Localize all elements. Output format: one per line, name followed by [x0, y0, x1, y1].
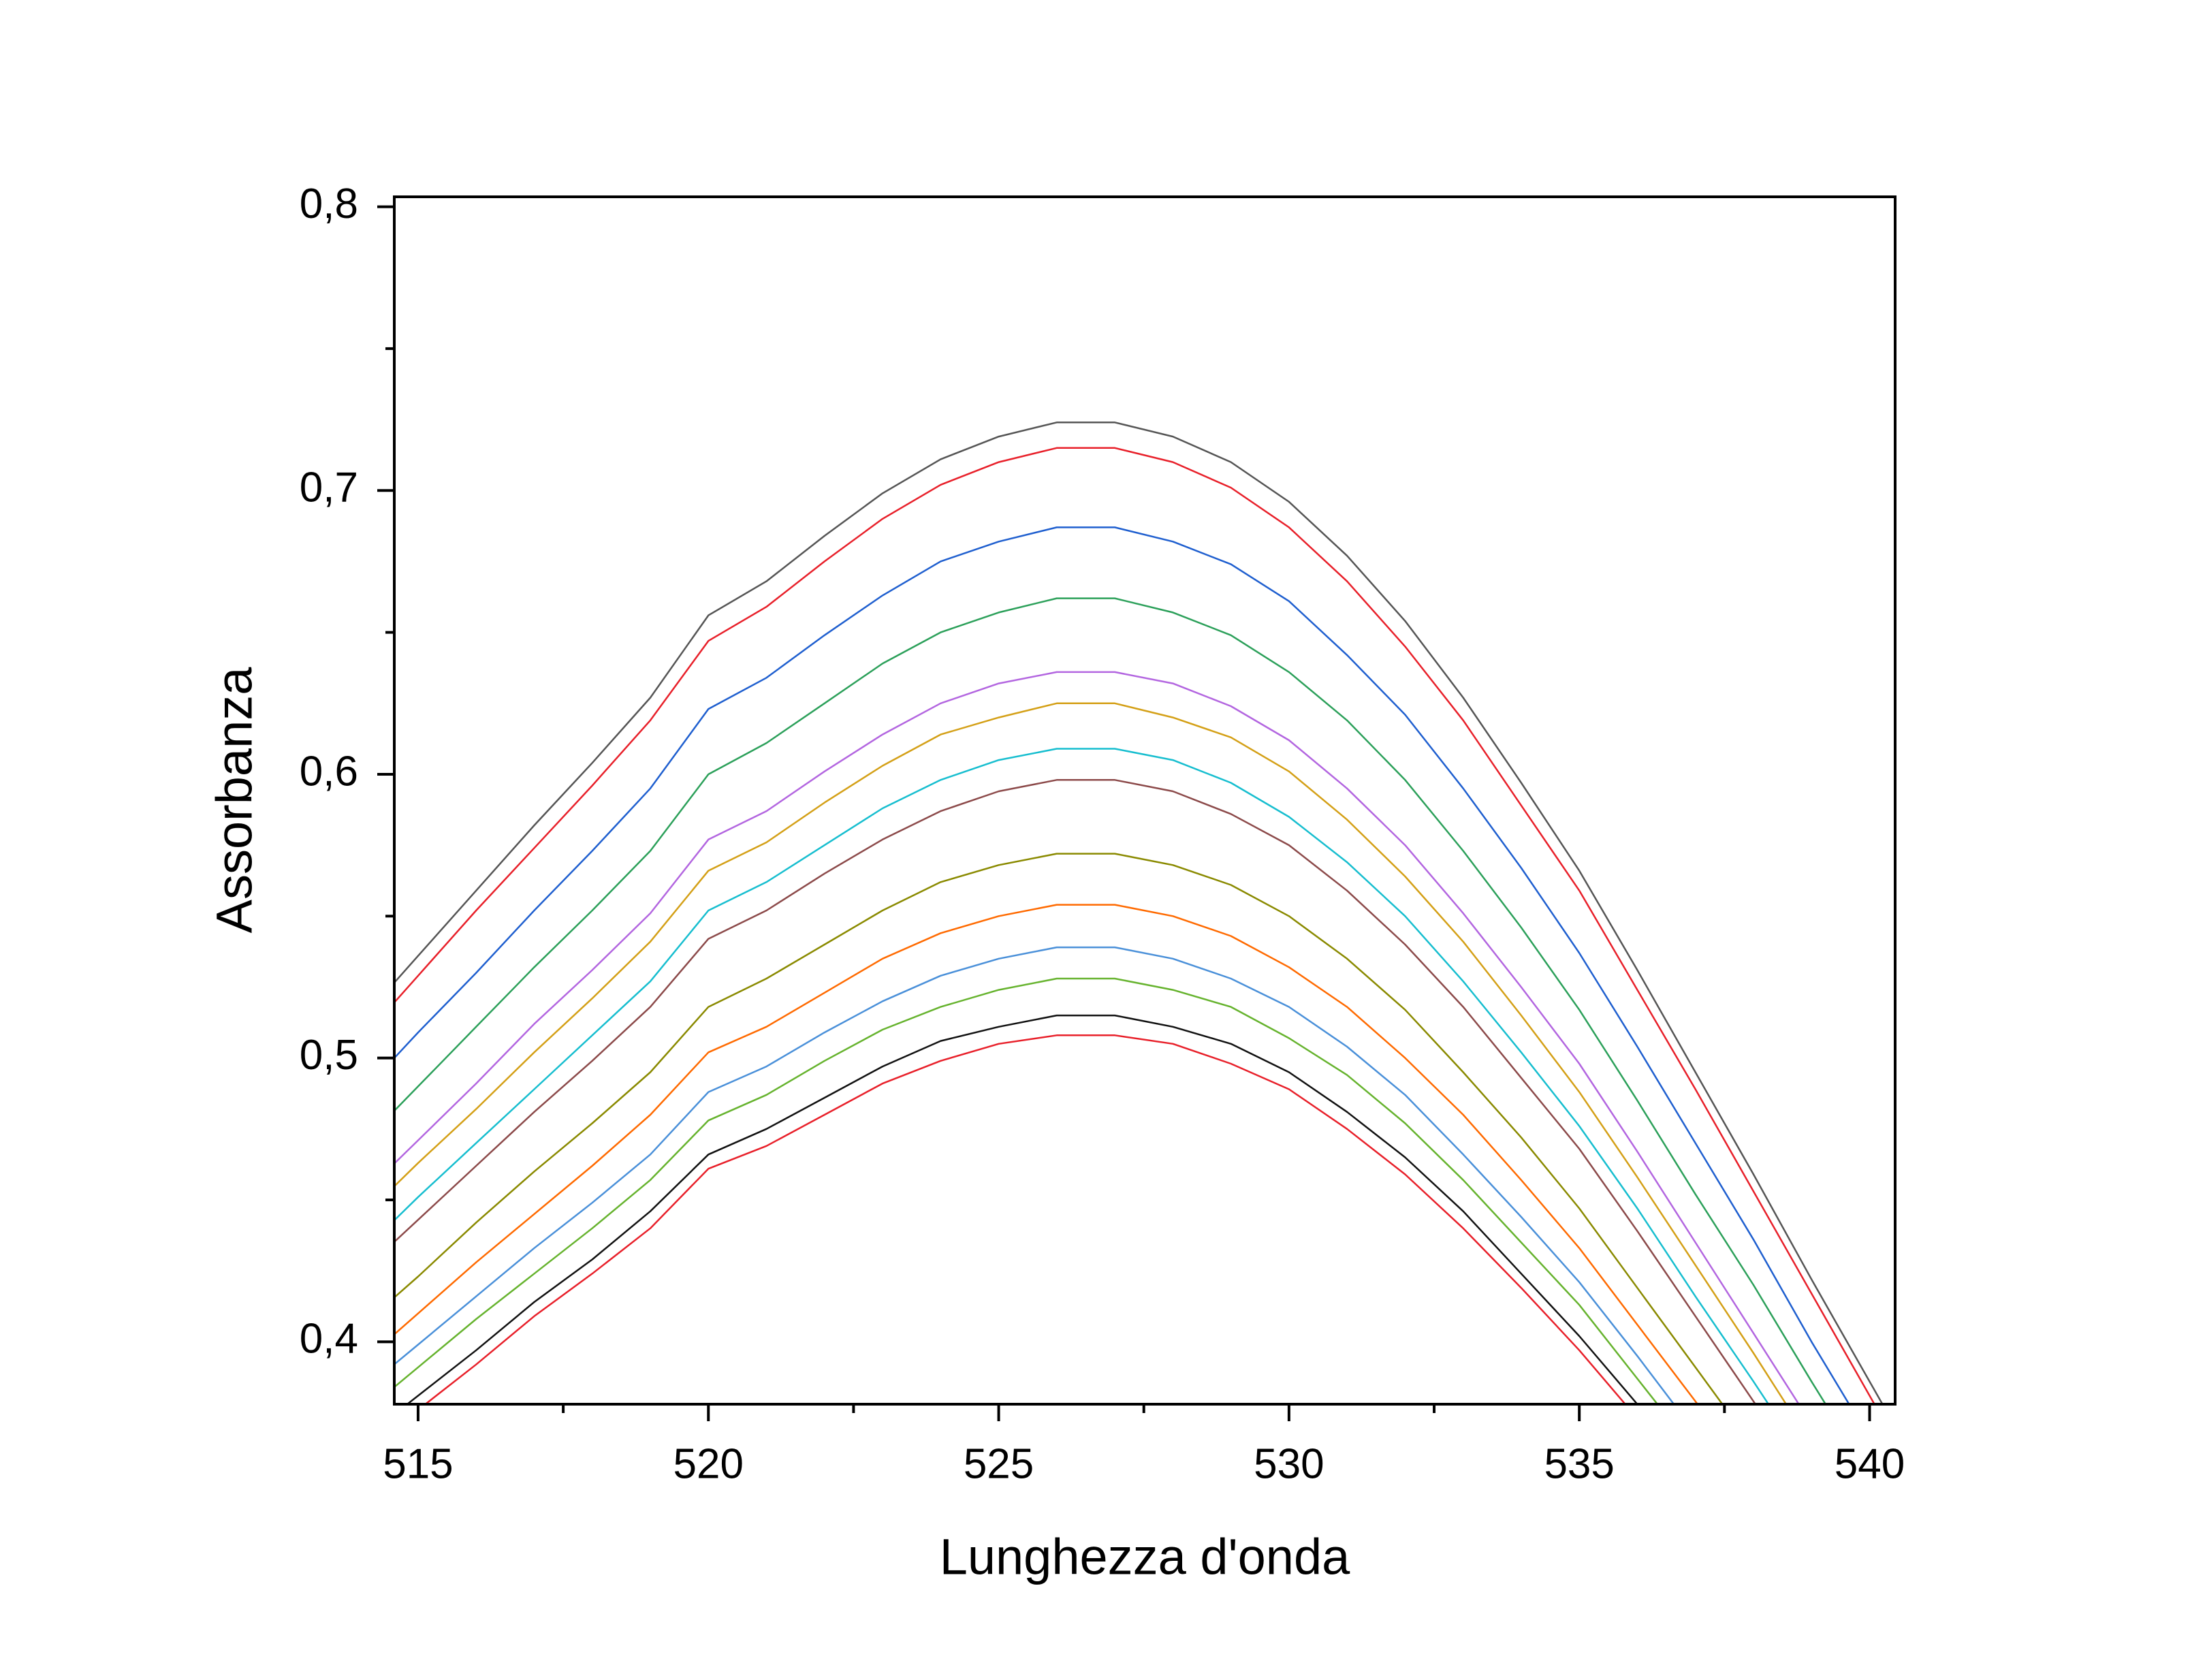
series-line: [394, 671, 1800, 1404]
series-line: [394, 853, 1724, 1404]
y-tick-label: 0,7: [300, 464, 358, 511]
x-tick-label: 530: [1254, 1440, 1324, 1487]
series-line: [394, 904, 1699, 1404]
x-tick-label: 525: [964, 1440, 1034, 1487]
y-tick-label: 0,4: [300, 1316, 358, 1363]
x-tick-label: 535: [1544, 1440, 1614, 1487]
series-line: [394, 702, 1788, 1404]
series-line: [394, 977, 1659, 1404]
series-line: [394, 447, 1876, 1404]
series-line: [394, 422, 1884, 1404]
series-line: [394, 748, 1770, 1404]
x-tick-label: 540: [1835, 1440, 1905, 1487]
series-line: [424, 1034, 1627, 1404]
series-line: [394, 597, 1827, 1404]
plot-area: [394, 422, 1884, 1404]
y-tick-label: 0,6: [300, 748, 358, 795]
plot-frame: [393, 195, 1897, 1406]
series-line: [405, 1014, 1638, 1404]
x-tick-label: 515: [383, 1440, 453, 1487]
x-axis-title: Lunghezza d'onda: [940, 1529, 1350, 1585]
y-tick-label: 0,8: [300, 180, 358, 227]
series-line: [394, 946, 1675, 1404]
y-axis-title: Assorbanza: [206, 667, 263, 934]
x-tick-label: 520: [673, 1440, 744, 1487]
series-line: [394, 526, 1850, 1404]
series-line: [394, 779, 1757, 1404]
y-tick-label: 0,5: [300, 1032, 358, 1079]
